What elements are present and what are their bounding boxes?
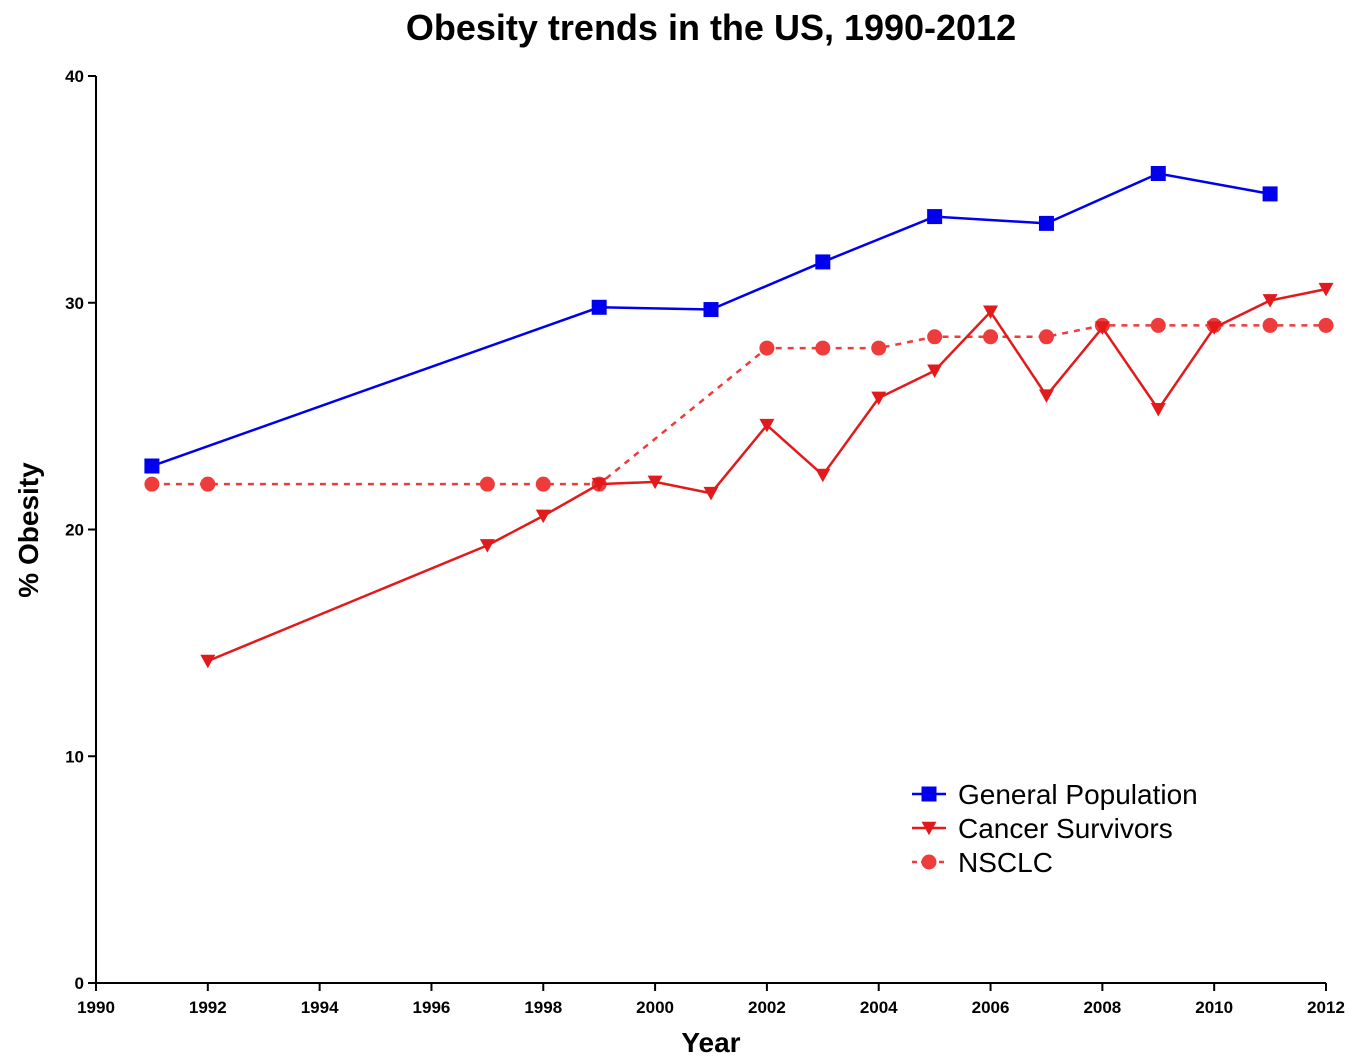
y-tick-label: 10 (65, 747, 84, 766)
data-point (479, 539, 495, 553)
data-point (200, 654, 216, 669)
axes: 1990 1992 1994 1996 1998 2000 2002 2004 2006 2008… (65, 67, 1345, 1017)
x-tick-label: 2008 (1083, 998, 1121, 1017)
legend-item-general-population: General Population (912, 779, 1198, 810)
data-point (703, 302, 719, 318)
x-axis-title: Year (681, 1027, 740, 1058)
data-point (200, 476, 216, 492)
data-point (479, 476, 495, 492)
data-point (983, 305, 999, 320)
legend-label: General Population (958, 779, 1198, 810)
x-tick-label: 2004 (860, 998, 898, 1017)
data-point (871, 391, 887, 406)
legend-marker (921, 786, 937, 802)
data-point (535, 476, 551, 492)
data-point (1094, 321, 1110, 335)
data-point (1150, 317, 1166, 333)
data-point (815, 254, 831, 270)
y-tick-label: 40 (65, 67, 84, 86)
x-tick-label: 2010 (1195, 998, 1233, 1017)
legend-label: NSCLC (958, 847, 1053, 878)
legend-marker (921, 821, 937, 836)
data-point (1038, 215, 1054, 231)
data-point (1038, 389, 1054, 403)
series-cancer-survivors (200, 282, 1334, 669)
data-point (1150, 166, 1166, 182)
data-point (591, 477, 607, 492)
data-point (815, 340, 831, 356)
data-point (591, 299, 607, 315)
series-line-nsclc (151, 324, 1326, 486)
data-point (144, 476, 160, 492)
chart-title: Obesity trends in the US, 1990-2012 (406, 7, 1016, 48)
data-point (647, 475, 663, 490)
series-layer (144, 166, 1334, 669)
data-point (927, 209, 943, 225)
data-point (759, 418, 775, 433)
data-point (535, 509, 551, 524)
x-tick-label: 1996 (413, 998, 451, 1017)
y-axis-title: % Obesity (13, 462, 44, 598)
y-tick-label: 20 (65, 521, 84, 540)
series-line-general-population (151, 172, 1271, 468)
data-point (927, 329, 943, 345)
data-point (927, 364, 943, 378)
data-point (703, 486, 719, 501)
y-tick-label: 0 (75, 974, 84, 993)
data-point (815, 468, 831, 483)
data-point (983, 329, 999, 345)
x-tick-label: 2012 (1307, 998, 1345, 1017)
x-tick-label: 1992 (189, 998, 227, 1017)
x-tick-label: 2000 (636, 998, 674, 1017)
x-tick-label: 2006 (972, 998, 1010, 1017)
legend-item-nsclc: NSCLC (912, 847, 1053, 878)
legend-marker (921, 854, 937, 870)
x-tick-label: 1998 (524, 998, 562, 1017)
series-general-population (144, 166, 1278, 474)
y-tick-label: 30 (65, 294, 84, 313)
data-point (1262, 294, 1278, 308)
data-point (1318, 317, 1334, 333)
data-point (1262, 186, 1278, 202)
data-point (1206, 321, 1222, 335)
x-tick-label: 2002 (748, 998, 786, 1017)
data-point (1318, 282, 1334, 297)
data-point (144, 458, 160, 474)
x-tick-label: 1990 (77, 998, 115, 1017)
data-point (759, 340, 775, 356)
legend-label: Cancer Survivors (958, 813, 1173, 844)
x-tick-label: 1994 (301, 998, 339, 1017)
data-point (1150, 403, 1166, 417)
legend-item-cancer-survivors: Cancer Survivors (912, 813, 1173, 844)
data-point (1038, 329, 1054, 345)
data-point (871, 340, 887, 356)
data-point (1262, 317, 1278, 333)
